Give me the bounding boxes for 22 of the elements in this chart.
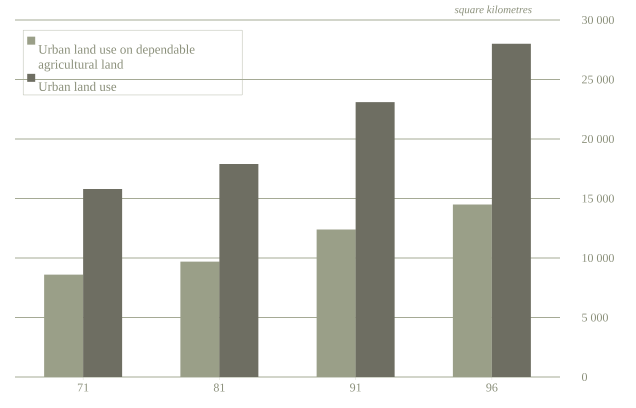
legend-label: Urban land use	[38, 82, 116, 91]
bar	[44, 274, 84, 377]
bar	[492, 44, 531, 377]
bar	[180, 262, 220, 377]
y-tick-label: 0	[582, 372, 588, 382]
x-tick-label: 71	[78, 384, 88, 392]
y-tick-label: 5 000	[582, 313, 608, 322]
bar	[356, 102, 395, 377]
bar	[219, 164, 258, 377]
y-axis-title: square kilometres	[454, 6, 532, 16]
y-tick-label: 10 000	[582, 254, 614, 262]
legend-label: Urban land use on dependable agricultural land	[38, 44, 195, 72]
y-tick-label: 30 000	[582, 16, 614, 24]
bar	[316, 229, 356, 377]
x-tick-label: 81	[214, 384, 225, 392]
bar	[452, 204, 492, 377]
y-tick-label: 15 000	[582, 194, 614, 203]
x-tick-label: 96	[486, 384, 498, 392]
y-tick-label: 25 000	[582, 75, 614, 84]
bar	[83, 188, 122, 377]
x-tick-label: 91	[350, 384, 361, 392]
y-tick-label: 20 000	[582, 134, 614, 144]
